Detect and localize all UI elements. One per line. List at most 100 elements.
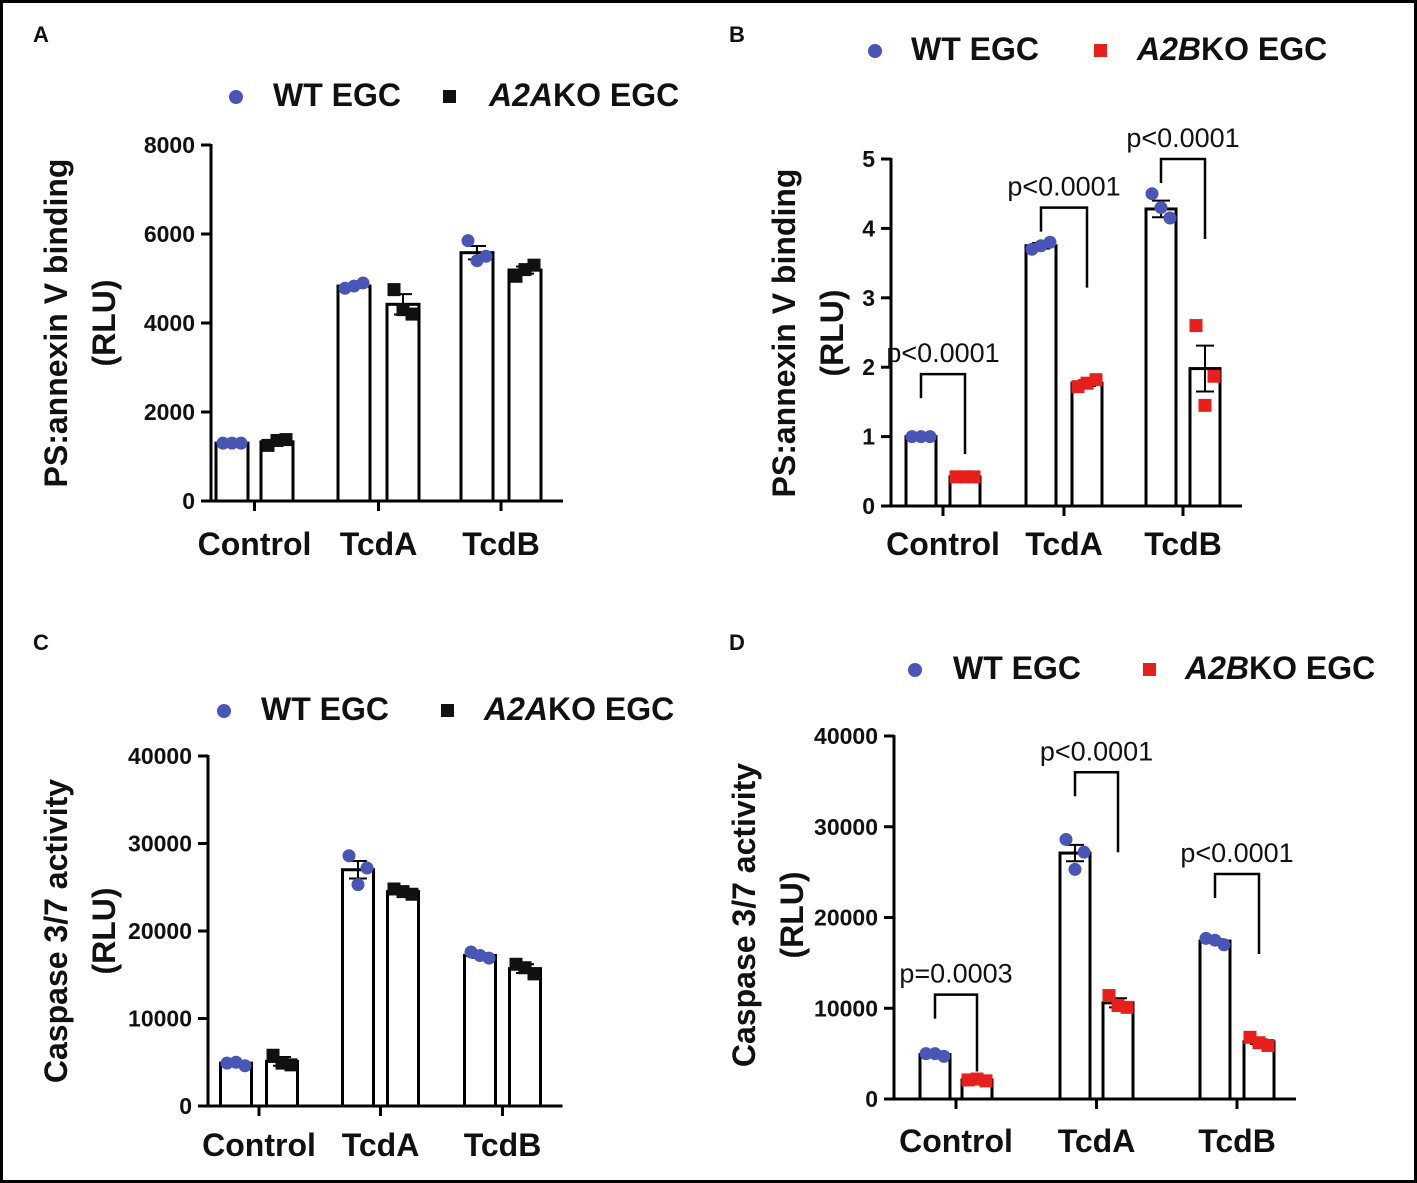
- y-axis-title-unit: (RLU): [774, 871, 810, 958]
- x-tick-label: TcdB: [1144, 526, 1222, 562]
- x-tick-label: TcdB: [1198, 1123, 1276, 1159]
- data-point: [1252, 1036, 1266, 1050]
- y-tick-label: 10000: [128, 1006, 192, 1032]
- legend-label-italic: A2A: [483, 691, 548, 727]
- data-point: [347, 279, 361, 293]
- legend-marker-circle: [908, 663, 922, 677]
- p-value-label: p<0.0001: [1126, 123, 1239, 153]
- data-point: [518, 263, 532, 277]
- panel-label: A: [33, 22, 49, 47]
- bar: [1070, 381, 1104, 508]
- y-tick-label: 20000: [814, 905, 878, 931]
- data-point: [914, 430, 928, 444]
- y-tick-label: 5: [862, 146, 875, 172]
- legend-label: A2BKO EGC: [1184, 650, 1375, 686]
- y-tick-label: 0: [179, 1093, 192, 1119]
- data-point: [1034, 239, 1048, 253]
- data-point: [1207, 369, 1221, 383]
- x-tick-label: TcdB: [462, 526, 540, 562]
- data-point: [461, 234, 475, 248]
- legend-label: A2AKO EGC: [488, 77, 679, 113]
- data-point: [396, 303, 410, 317]
- legend-label-text: WT EGC: [261, 691, 389, 727]
- legend-marker-square: [1143, 663, 1156, 676]
- legend-marker-circle: [229, 90, 243, 104]
- data-point: [270, 433, 284, 447]
- data-point: [275, 1056, 289, 1070]
- y-tick-label: 8000: [144, 132, 195, 158]
- legend-item: WT EGC: [908, 650, 1081, 686]
- data-point: [225, 436, 239, 450]
- bar: [459, 251, 495, 503]
- y-axis-title-unit: (RLU): [86, 887, 122, 974]
- panel-a: A WT EGC A2AKO EGC PS:annexin V binding (RLU…: [33, 22, 679, 562]
- y-tick-label: 2: [862, 354, 875, 380]
- legend-item: A2AKO EGC: [441, 691, 674, 727]
- y-tick-label: 0: [865, 1086, 878, 1112]
- legend-label-text: KO EGC: [548, 691, 674, 727]
- bar: [336, 284, 372, 503]
- data-point: [1080, 376, 1094, 390]
- legend-marker-square: [1094, 44, 1107, 57]
- data-point: [229, 1055, 243, 1069]
- x-tick-label: TcdA: [1058, 1123, 1136, 1159]
- bar: [1024, 244, 1058, 508]
- legend-label-italic: A2B: [1136, 31, 1201, 67]
- p-value-label: p<0.0001: [1040, 736, 1153, 766]
- legend-label-text: WT EGC: [911, 31, 1039, 67]
- data-point: [1163, 211, 1177, 225]
- data-point: [1198, 398, 1212, 412]
- bar: [507, 268, 543, 503]
- data-point: [1154, 201, 1168, 215]
- data-point: [387, 283, 401, 297]
- legend-label-text: WT EGC: [273, 77, 401, 113]
- data-point: [360, 861, 374, 875]
- p-value-label: p=0.0003: [899, 959, 1012, 989]
- x-tick-label: TcdA: [1025, 526, 1103, 562]
- significance-bracket: [1159, 157, 1207, 239]
- bar: [385, 302, 421, 503]
- legend-label-text: WT EGC: [953, 650, 1081, 686]
- data-point: [923, 430, 937, 444]
- y-tick-label: 30000: [128, 831, 192, 857]
- legend-label-italic: A2B: [1184, 650, 1249, 686]
- legend-label-text: KO EGC: [553, 77, 679, 113]
- legend-marker-square: [443, 90, 456, 103]
- y-axis-title: Caspase 3/7 activity: [726, 763, 762, 1067]
- y-tick-label: 6000: [144, 221, 195, 247]
- data-point: [351, 878, 365, 892]
- bar: [1188, 367, 1222, 508]
- significance-bracket: [933, 993, 979, 1072]
- y-tick-label: 40000: [128, 743, 192, 769]
- panel-label: B: [729, 22, 745, 47]
- y-axis-title: PS:annexin V binding: [766, 169, 802, 498]
- data-point: [1189, 319, 1203, 333]
- legend-item: A2BKO EGC: [1094, 31, 1327, 67]
- data-point: [1145, 187, 1159, 201]
- significance-bracket: [1073, 771, 1120, 853]
- bar: [463, 954, 497, 1108]
- bar: [1144, 207, 1178, 508]
- legend-marker-circle: [217, 704, 231, 718]
- bar: [904, 435, 938, 508]
- data-point: [919, 1047, 933, 1061]
- panel-b: B WT EGC A2BKO EGC PS:annexin V binding (RLU…: [729, 22, 1327, 562]
- legend-item: WT EGC: [229, 77, 401, 113]
- significance-bracket: [1213, 872, 1261, 954]
- significance-bracket: [919, 372, 967, 455]
- data-point: [958, 470, 972, 484]
- legend-label: WT EGC: [953, 650, 1081, 686]
- y-tick-label: 4: [862, 215, 875, 241]
- y-tick-label: 40000: [814, 723, 878, 749]
- x-tick-label: TcdA: [340, 526, 418, 562]
- legend-item: A2BKO EGC: [1143, 650, 1375, 686]
- x-tick-label: Control: [198, 526, 312, 562]
- data-point: [928, 1047, 942, 1061]
- x-tick-label: TcdB: [464, 1127, 542, 1163]
- p-value-label: p<0.0001: [886, 338, 999, 368]
- legend-label: A2AKO EGC: [483, 691, 674, 727]
- x-tick-label: TcdA: [342, 1127, 420, 1163]
- data-point: [1068, 862, 1082, 876]
- panel-label: C: [33, 630, 49, 655]
